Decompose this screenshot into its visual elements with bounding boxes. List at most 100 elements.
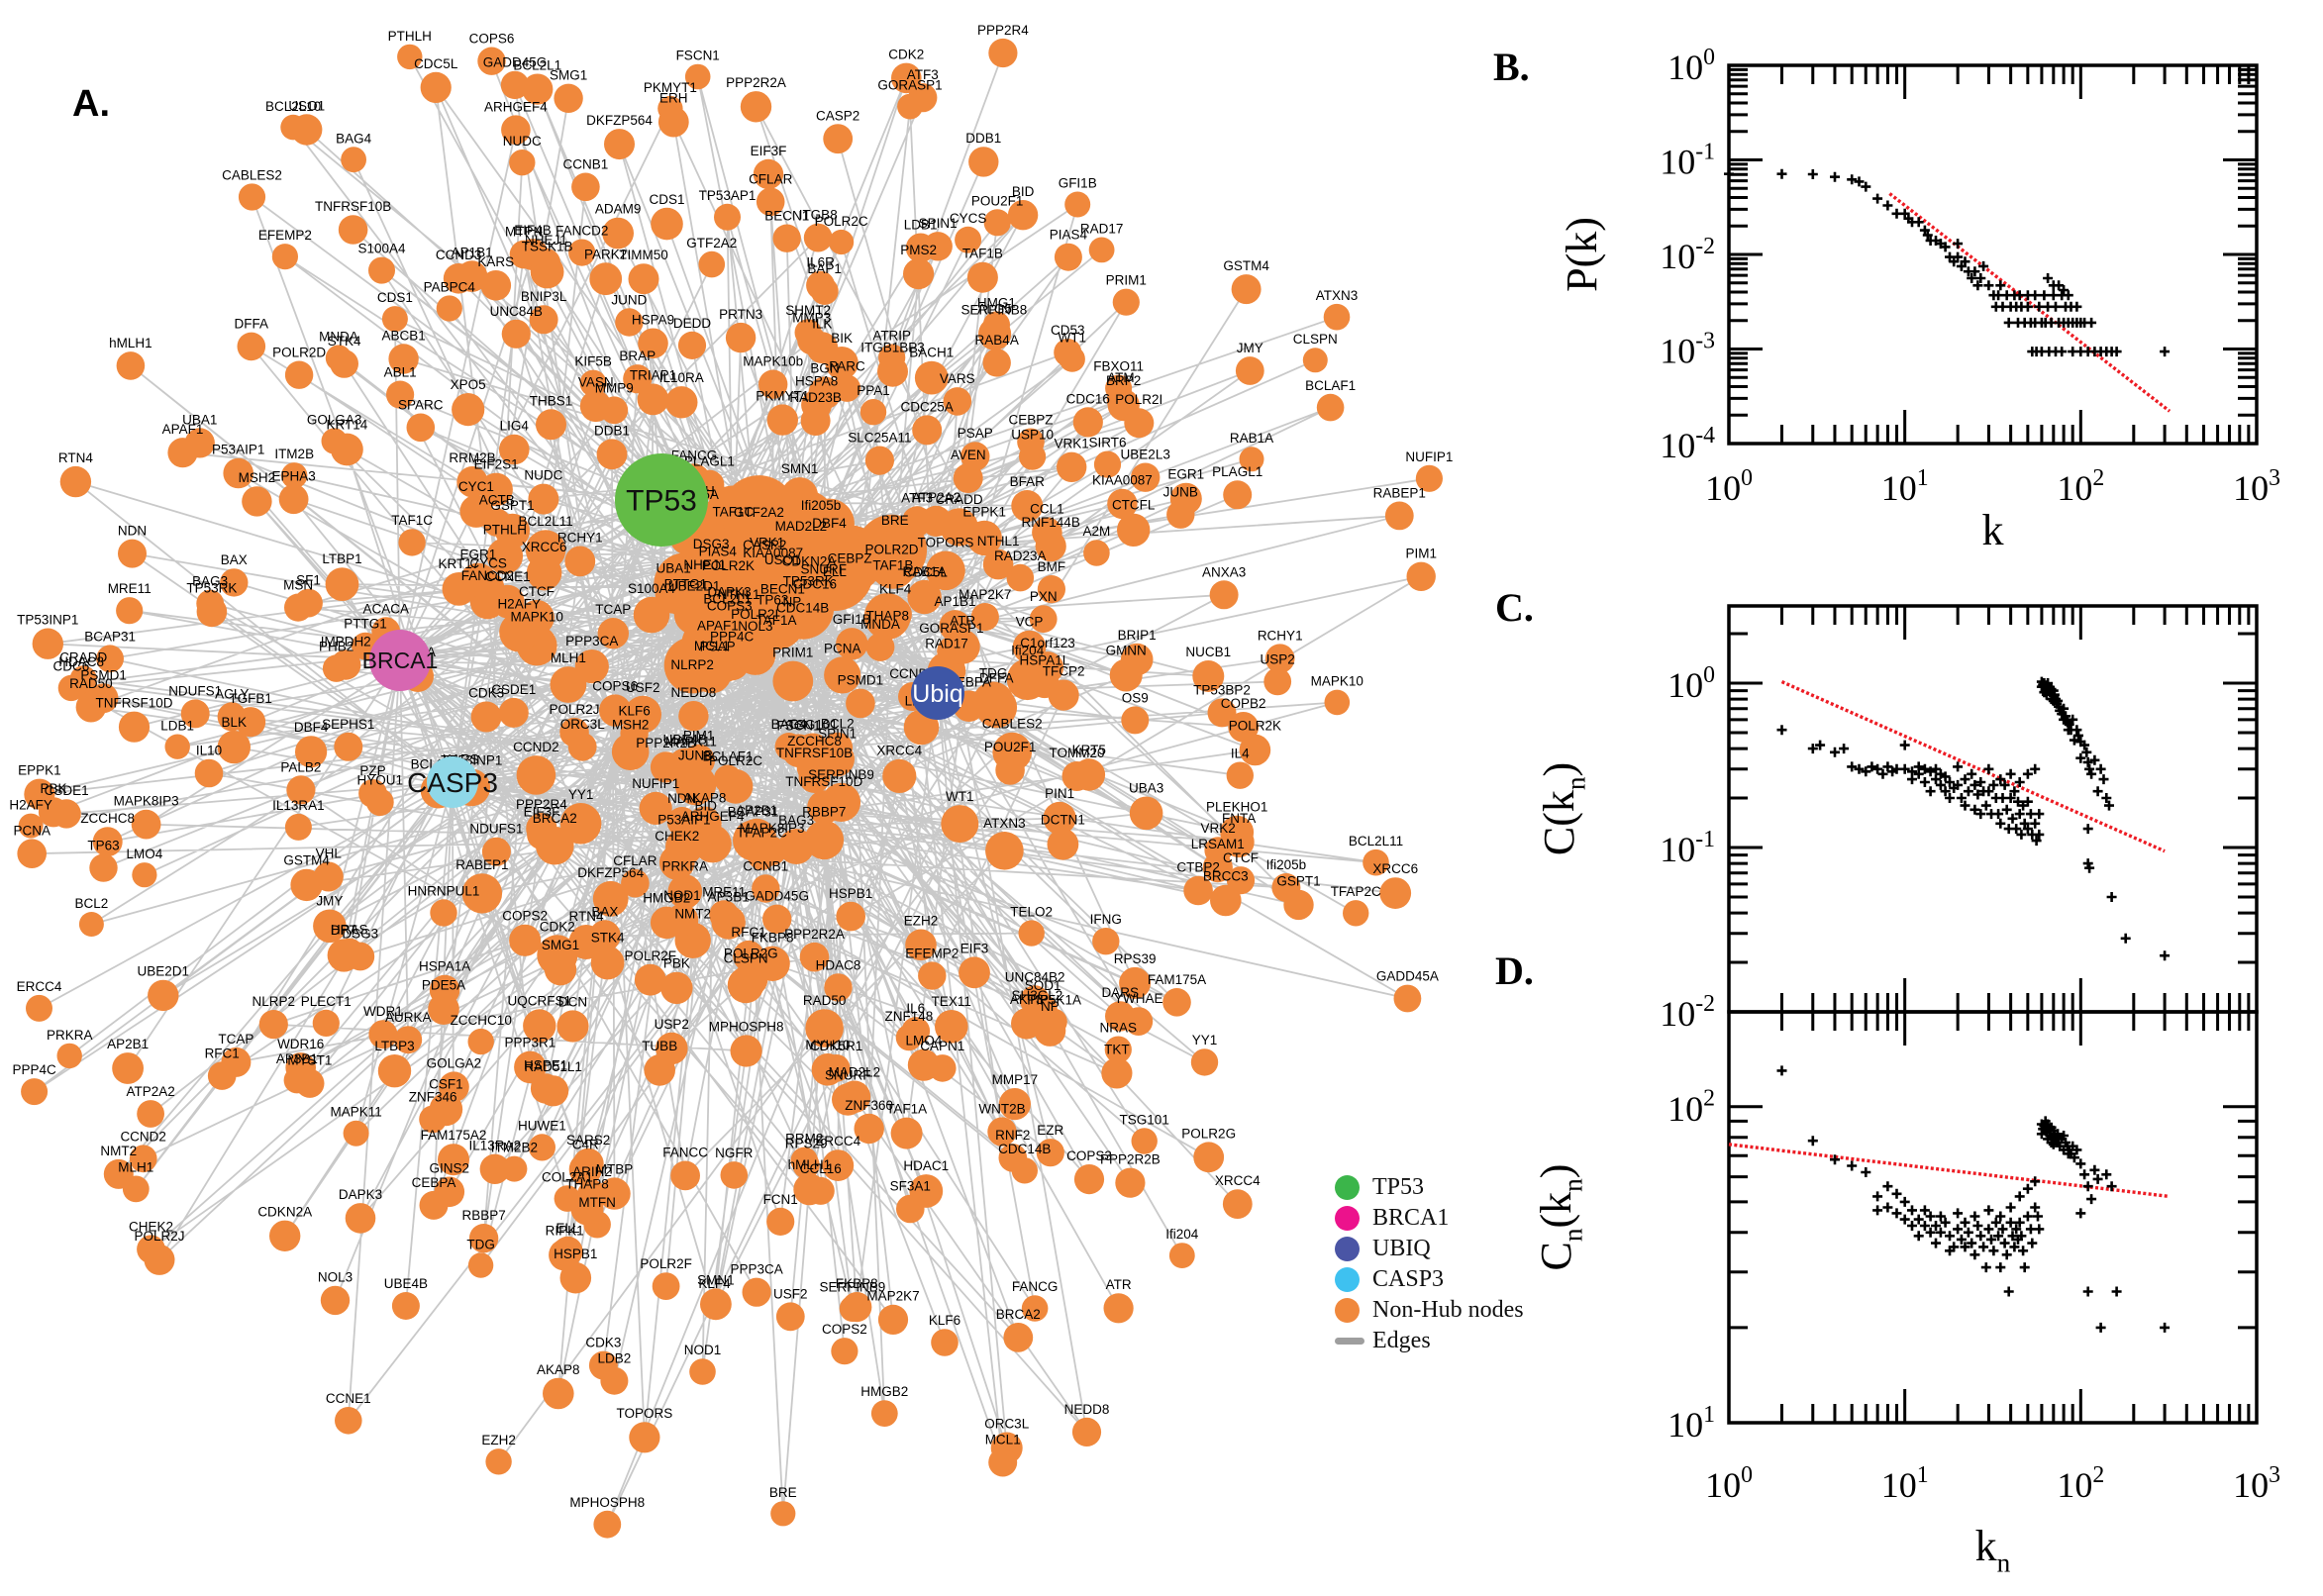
network-node: [217, 730, 251, 764]
network-node: [987, 1117, 1017, 1147]
network-node: [526, 813, 557, 845]
network-node: [436, 295, 462, 322]
network-node: [536, 409, 566, 441]
network-node: [501, 1155, 528, 1182]
legend-item-label: CASP3: [1372, 1266, 1445, 1292]
panel-a-label: A.: [72, 83, 110, 125]
network-node: [638, 328, 668, 359]
edge-line-swatch: [1335, 1338, 1364, 1345]
network-node: [1263, 667, 1292, 696]
network-node: [428, 993, 459, 1025]
network-node: [459, 494, 493, 528]
network-node: [1183, 875, 1213, 906]
network-node: [652, 1272, 680, 1300]
network-node: [1190, 1048, 1219, 1076]
network-node: [720, 1161, 749, 1189]
network-node: [1220, 815, 1255, 849]
network-node: [836, 901, 865, 932]
network-node: [480, 270, 512, 301]
network-node: [103, 1158, 134, 1189]
network-node: [770, 1501, 796, 1527]
gene-label: MSH2: [612, 718, 650, 733]
network-node: [1101, 1057, 1133, 1089]
network-node: [283, 1066, 311, 1094]
network-node: [313, 909, 347, 944]
network-node: [756, 187, 785, 217]
gene-label: UBE2D1: [668, 578, 721, 593]
gene-label: ATR: [950, 614, 975, 629]
network-node: [778, 829, 815, 864]
network-node: [988, 38, 1018, 68]
network-node: [678, 701, 709, 732]
network-node: [698, 250, 726, 278]
y-tick-label: 10-2: [1660, 234, 1715, 276]
network-node: [634, 963, 666, 996]
network-node: [909, 1174, 944, 1208]
network-node: [689, 1358, 716, 1385]
network-node: [479, 1153, 510, 1185]
x-tick-label: 102: [2057, 1462, 2104, 1505]
network-node: [878, 529, 911, 561]
network-node: [1210, 884, 1242, 917]
y-tick-label: 10-1: [1660, 139, 1715, 181]
network-node: [611, 733, 650, 770]
network-node: [559, 1261, 592, 1294]
gene-label: POLR2G: [724, 947, 778, 961]
network-node: [442, 572, 476, 606]
network-node: [597, 618, 629, 649]
gene-label: PRKRA: [662, 858, 709, 873]
legend-item-label: Edges: [1372, 1328, 1431, 1353]
x-tick-label: 103: [2233, 465, 2280, 508]
network-node: [129, 1145, 157, 1173]
network-node: [966, 261, 998, 293]
network-node: [116, 351, 146, 380]
network-node: [1226, 761, 1255, 789]
network-node: [1031, 651, 1064, 684]
network-node: [890, 1117, 923, 1149]
gene-label: CDK2: [540, 919, 575, 934]
network-node: [461, 873, 503, 914]
y-tick-label: 10-1: [1660, 827, 1715, 869]
network-node: [1343, 900, 1369, 927]
network-node: [593, 1510, 622, 1539]
legend-item: CASP3: [1335, 1264, 1524, 1295]
network-node: [196, 589, 225, 618]
network-node: [589, 262, 623, 296]
network-node: [907, 579, 942, 615]
network-node: [651, 207, 683, 241]
network-node: [477, 47, 506, 75]
legend-item: TP53: [1335, 1172, 1524, 1203]
network-node: [529, 305, 558, 335]
network-node: [714, 203, 741, 231]
network-node: [1017, 428, 1045, 456]
gene-label: TP53RK: [783, 574, 834, 589]
gene-label: MRE11: [702, 884, 746, 899]
gene-label: RBBP7: [802, 805, 846, 820]
gene-label: POU2F1: [984, 740, 1037, 754]
network-node: [112, 1052, 144, 1084]
network-node: [621, 868, 650, 898]
legend-item: UBIQ: [1335, 1234, 1524, 1264]
network-node: [148, 979, 179, 1012]
network-node: [481, 837, 511, 866]
network-node: [467, 1252, 494, 1278]
network-node: [598, 1177, 631, 1210]
network-node: [937, 636, 966, 666]
network-node: [1228, 712, 1260, 743]
network-node: [18, 813, 44, 839]
network-node: [568, 239, 596, 266]
network-node: [935, 1010, 968, 1044]
network-node: [988, 1447, 1018, 1477]
gene-label: POLR2C: [709, 753, 762, 768]
gene-label: PSAP: [700, 640, 736, 654]
network-node: [221, 1047, 252, 1077]
network-node: [940, 508, 978, 547]
legend-item-label: TP53: [1372, 1174, 1425, 1200]
network-node: [1103, 1293, 1134, 1324]
gene-label: CTCF: [519, 584, 555, 599]
network-node: [995, 755, 1025, 785]
gene-label: THAP8: [865, 609, 909, 624]
gene-label: YY1: [568, 787, 594, 802]
